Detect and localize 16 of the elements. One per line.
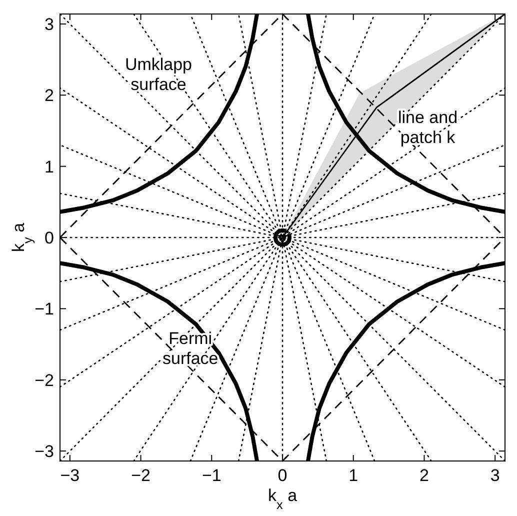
y-tick-label: 2 <box>44 86 54 106</box>
y-tick-label: −2 <box>34 370 54 390</box>
x-tick-label: −1 <box>202 466 222 485</box>
x-tick-label: −2 <box>131 466 150 485</box>
x-tick-label: 1 <box>348 466 358 485</box>
y-tick-label: −3 <box>34 442 54 462</box>
x-tick-label: 2 <box>419 466 429 485</box>
y-tick-label: 0 <box>44 228 54 248</box>
annotation: Umklapp surface <box>124 54 192 94</box>
x-axis-title: k$_{x}$ a <box>268 486 298 512</box>
x-tick-label: 0 <box>278 466 288 485</box>
x-tick-label: −3 <box>60 466 80 485</box>
y-tick-label: −1 <box>34 300 54 319</box>
x-tick-label: 3 <box>490 466 500 485</box>
y-tick-label: 3 <box>44 14 54 34</box>
y-tick-label: 1 <box>44 157 54 176</box>
